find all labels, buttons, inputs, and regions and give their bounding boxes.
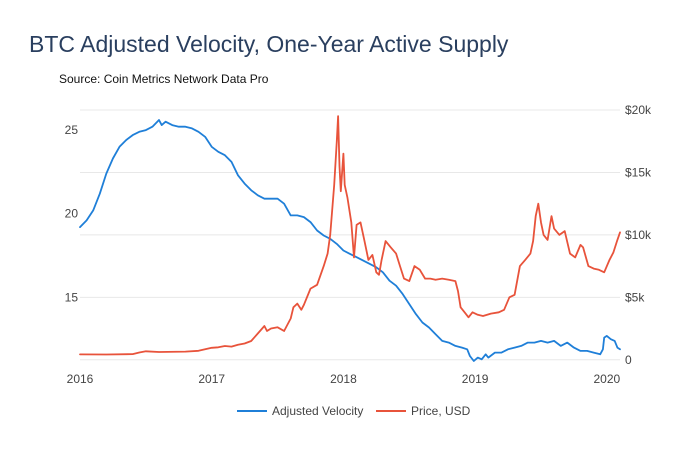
legend-label-price-usd[interactable]: Price, USD	[411, 404, 471, 418]
chart-title: BTC Adjusted Velocity, One-Year Active S…	[29, 31, 509, 57]
x-tick-label: 2020	[593, 372, 620, 386]
x-tick-label: 2019	[462, 372, 489, 386]
y-right-tick-label: 0	[625, 353, 632, 367]
chart-subtitle: Source: Coin Metrics Network Data Pro	[59, 72, 269, 86]
x-tick-label: 2016	[67, 372, 94, 386]
x-tick-label: 2017	[198, 372, 225, 386]
legend-label-adjusted-velocity[interactable]: Adjusted Velocity	[272, 404, 363, 418]
y-left-tick-label: 20	[65, 207, 79, 221]
y-right-tick-label: $5k	[625, 290, 645, 304]
y-right-tick-label: $15k	[625, 165, 652, 179]
series-line-adjusted-velocity	[79, 119, 621, 362]
y-left-tick-label: 15	[65, 290, 79, 304]
legend[interactable]: Adjusted Velocity Price, USD	[237, 404, 471, 418]
x-tick-label: 2018	[330, 372, 357, 386]
y-left-tick-label: 25	[65, 123, 79, 137]
y-right-tick-label: $10k	[625, 228, 652, 242]
gridlines	[80, 109, 620, 361]
y-right-tick-label: $20k	[625, 103, 652, 117]
series-lines	[79, 115, 621, 362]
series-line-price-usd	[79, 115, 621, 356]
axis-ticks: 0 $5k $10k $15k $20k 15 20 25 2016 2017 2018 2019 20…	[65, 103, 652, 386]
